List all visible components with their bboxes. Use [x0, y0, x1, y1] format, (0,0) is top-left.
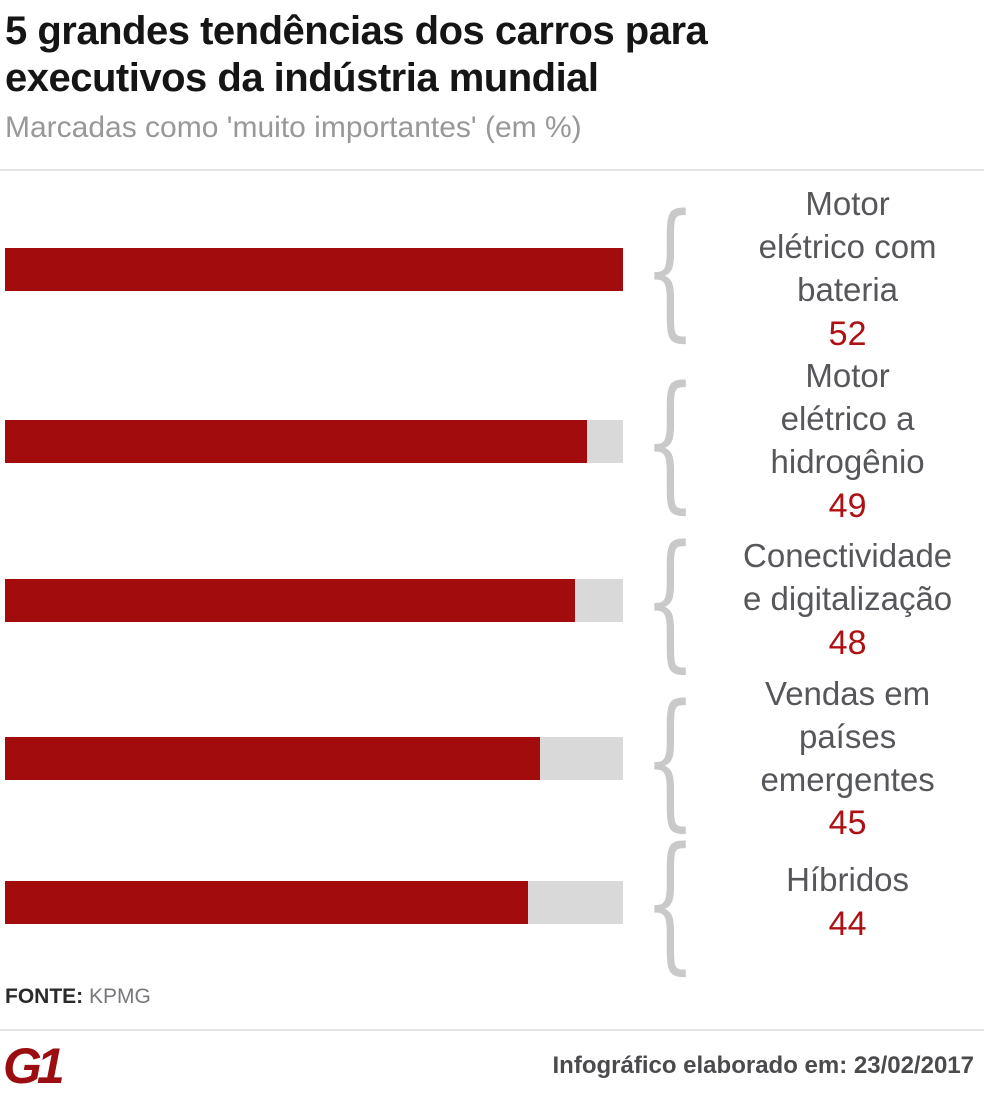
source-line: FONTE: KPMG: [5, 985, 984, 1009]
bar-value: 49: [828, 486, 867, 525]
bar-fill: [5, 880, 528, 924]
credit-text: Infográfico elaborado em: 23/02/2017: [552, 1052, 975, 1080]
bar-label-block: Híbridos 44: [717, 859, 984, 945]
svg-text:G1: G1: [5, 1043, 63, 1089]
bar-fill: [5, 737, 540, 781]
bar-fill: [5, 247, 623, 291]
bar-label-block: Conectividade e digitalização 48: [717, 535, 984, 664]
header: 5 grandes tendências dos carros para exe…: [0, 0, 984, 145]
chart-row-hibridos: { Híbridos 44: [0, 828, 984, 976]
page-subtitle: Marcadas como 'muito importantes' (em %): [5, 110, 582, 144]
bar-value: 48: [828, 624, 867, 663]
bar-label-line: hidrogênio: [770, 443, 925, 481]
footer-divider: [0, 1029, 984, 1032]
bar-label-block: Motor elétrico a hidrogênio 49: [717, 355, 984, 527]
bar-track: [5, 419, 623, 463]
chart-row-motor-eletrico-hidrogenio: { Motor elétrico a hidrogênio 49: [0, 355, 984, 527]
bar-chart: { Motor elétrico com bateria 52 { Motor …: [0, 171, 984, 976]
source-label: FONTE:: [5, 985, 84, 1009]
bar-label-line: e digitalização: [743, 580, 953, 618]
bar-label-line: bateria: [797, 270, 899, 308]
bar-label-line: emergentes: [760, 760, 935, 798]
bar-label-line: Motor: [805, 357, 890, 395]
chart-row-conectividade-digitalizacao: { Conectividade e digitalização 48: [0, 526, 984, 674]
bar-label-block: Vendas em países emergentes 45: [717, 673, 984, 845]
page-title-line-2: executivos da indústria mundial: [5, 55, 599, 100]
header-divider: [0, 169, 984, 172]
bar-track: [5, 880, 623, 924]
chart-row-vendas-paises-emergentes: { Vendas em países emergentes 45: [0, 673, 984, 845]
bar-label-line: Motor: [805, 185, 890, 223]
bar-label-line: países: [798, 717, 897, 755]
bar-label-line: elétrico com: [758, 227, 937, 265]
bar-value: 44: [828, 904, 867, 943]
bar-label-line: Híbridos: [786, 860, 910, 898]
source-name: KPMG: [89, 985, 151, 1009]
chart-row-motor-eletrico-bateria: { Motor elétrico com bateria 52: [0, 183, 984, 355]
bar-label-line: Vendas em: [765, 674, 931, 712]
g1-logo: G1: [5, 1043, 68, 1089]
bar-track: [5, 247, 623, 291]
bar-label-line: elétrico a: [780, 400, 915, 438]
bar-label-block: Motor elétrico com bateria 52: [717, 183, 984, 355]
bar-label-line: Conectividade: [743, 537, 953, 575]
bar-fill: [5, 419, 588, 463]
page-title-line-1: 5 grandes tendências dos carros para: [5, 9, 708, 53]
bar-track: [5, 578, 623, 622]
bar-value: 45: [828, 804, 867, 843]
footer: G1 Infográfico elaborado em: 23/02/2017: [0, 1031, 984, 1089]
bar-fill: [5, 578, 576, 622]
bar-track: [5, 737, 623, 781]
bar-value: 52: [828, 314, 867, 353]
